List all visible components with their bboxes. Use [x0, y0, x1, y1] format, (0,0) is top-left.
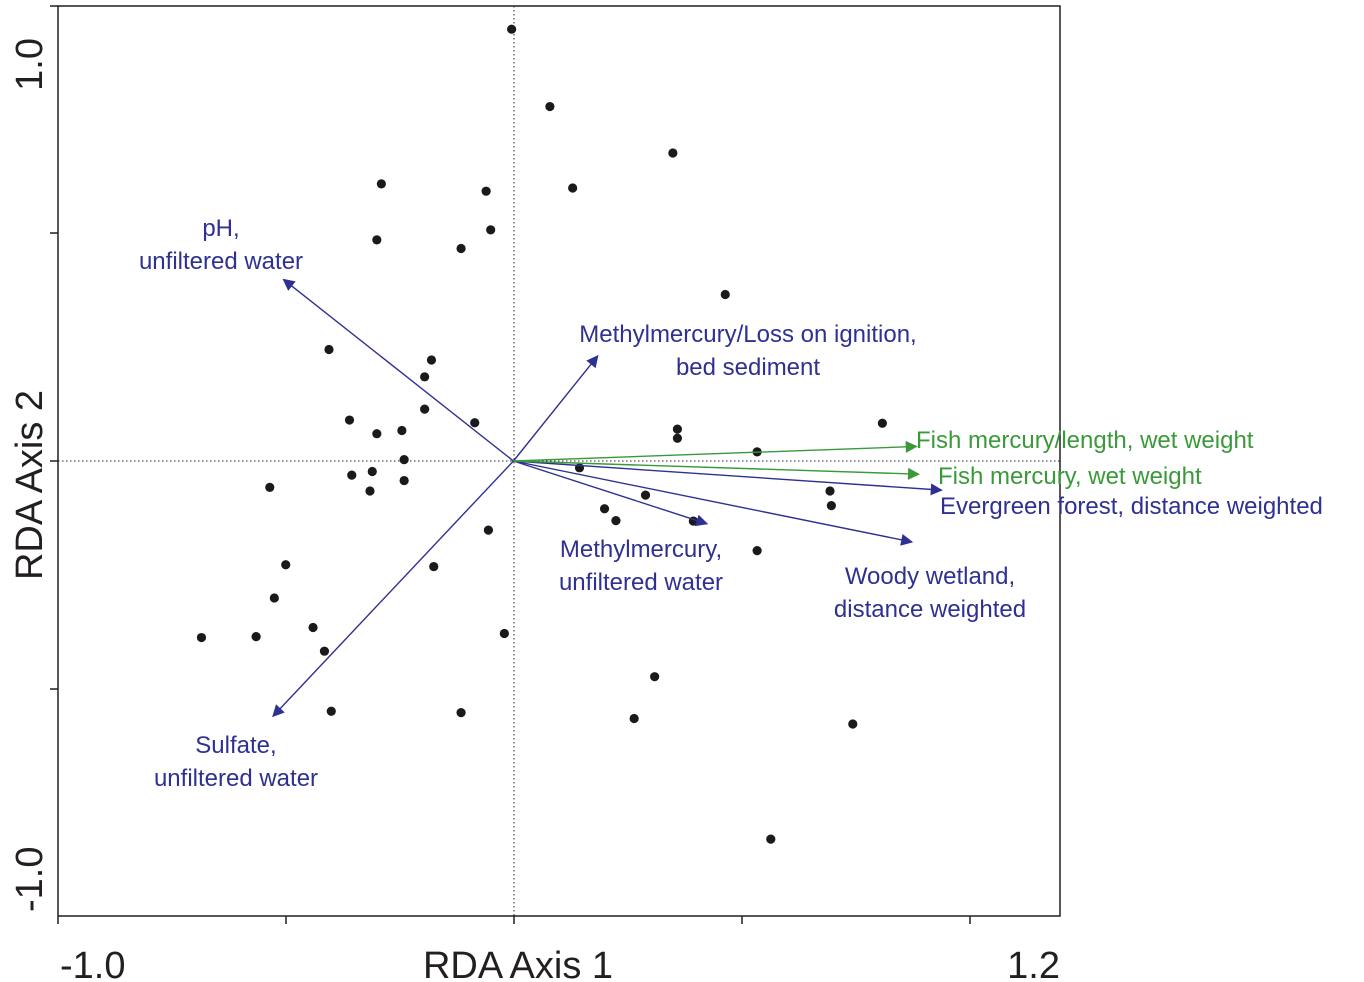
vector-label: Woody wetland, distance weighted — [834, 563, 1026, 623]
vector-label: pH, unfiltered water — [139, 215, 303, 275]
data-point — [650, 672, 660, 682]
vector-label-line: Methylmercury, — [560, 536, 722, 563]
data-point — [324, 344, 334, 355]
vector-arrow — [282, 278, 514, 462]
vector-label: Sulfate, unfiltered water — [154, 732, 318, 792]
vector-label-line: Woody wetland, — [845, 563, 1015, 590]
data-point — [629, 713, 639, 724]
vector-label: Evergreen forest, distance weighted — [940, 493, 1323, 520]
vector-label: Methylmercury/Loss on ignition, bed sedim… — [579, 321, 916, 381]
data-point — [848, 719, 858, 729]
vector-label-line: distance weighted — [834, 596, 1026, 623]
x-axis-title: RDA Axis 1 — [423, 945, 613, 982]
data-point — [281, 560, 291, 570]
data-point — [397, 425, 407, 436]
vector-label-line: unfiltered water — [559, 569, 723, 596]
data-point — [720, 289, 730, 300]
data-point — [367, 466, 377, 477]
data-point — [481, 186, 491, 196]
data-point — [376, 179, 386, 189]
site-points — [196, 24, 887, 844]
data-point — [640, 490, 651, 500]
data-point — [251, 632, 261, 642]
x-axis-ticks — [57, 916, 971, 924]
vector-label-line: Fish mercury/length, wet weight — [916, 427, 1254, 454]
data-point — [420, 404, 430, 414]
vector-arrow — [513, 460, 943, 496]
vector-arrow — [513, 460, 914, 546]
y-axis-ticks — [50, 5, 58, 690]
vector-label-line: pH, — [202, 215, 239, 242]
data-point — [420, 372, 430, 382]
vector-label-line: bed sediment — [676, 354, 820, 381]
data-point — [344, 415, 355, 425]
vector-label-line: Methylmercury/Loss on ignition, — [579, 321, 916, 348]
data-point — [372, 235, 382, 245]
vector-label-line: Sulfate, — [195, 732, 276, 759]
data-point — [265, 482, 275, 492]
data-point — [429, 561, 439, 572]
data-point — [672, 424, 683, 434]
vector-labels: pH, unfiltered water Sulfate, unfiltered wa… — [139, 215, 1323, 792]
y-tick-label-min: -1.0 — [9, 847, 51, 912]
data-point — [319, 646, 330, 656]
vector-label-line: unfiltered water — [139, 248, 303, 275]
data-point — [507, 24, 517, 34]
data-point — [308, 622, 318, 633]
data-point — [825, 486, 835, 496]
data-point — [826, 500, 836, 511]
vector-arrow — [513, 460, 921, 480]
data-point — [347, 470, 357, 480]
data-point — [399, 455, 409, 465]
x-tick-label-min: -1.0 — [60, 945, 125, 982]
data-point — [766, 834, 776, 844]
data-point — [668, 148, 678, 158]
data-point — [269, 593, 279, 603]
data-point — [372, 429, 382, 439]
vector-label-line: Evergreen forest, distance weighted — [940, 493, 1323, 520]
x-tick-label-max: 1.2 — [1007, 945, 1060, 982]
vector-arrow — [512, 354, 599, 462]
data-point — [545, 101, 555, 112]
vector-label-line: unfiltered water — [154, 765, 318, 792]
y-axis-title: RDA Axis 2 — [9, 390, 51, 580]
data-point — [483, 525, 494, 535]
data-point — [499, 628, 509, 639]
data-point — [456, 243, 466, 254]
data-point — [672, 433, 683, 443]
data-point — [326, 706, 336, 716]
vector-arrow — [513, 460, 709, 527]
vector-label: Fish mercury/length, wet weight — [916, 427, 1254, 454]
vector-arrow — [513, 440, 918, 462]
data-point — [877, 418, 887, 428]
data-point — [196, 632, 207, 643]
data-point — [426, 355, 437, 365]
data-point — [568, 183, 578, 193]
data-point — [486, 225, 496, 235]
vector-arrow — [272, 460, 514, 718]
data-point — [456, 708, 466, 718]
vector-label: Fish mercury, wet weight — [938, 463, 1202, 490]
y-tick-label-max: 1.0 — [9, 38, 51, 91]
data-point — [470, 418, 480, 428]
data-point — [599, 504, 610, 514]
data-point — [365, 486, 375, 496]
data-point — [611, 516, 621, 526]
vector-label-line: Fish mercury, wet weight — [938, 463, 1202, 490]
biplot-vectors — [272, 278, 943, 718]
data-point — [752, 546, 762, 556]
data-point — [399, 475, 409, 486]
vector-label: Methylmercury, unfiltered water — [559, 536, 723, 596]
